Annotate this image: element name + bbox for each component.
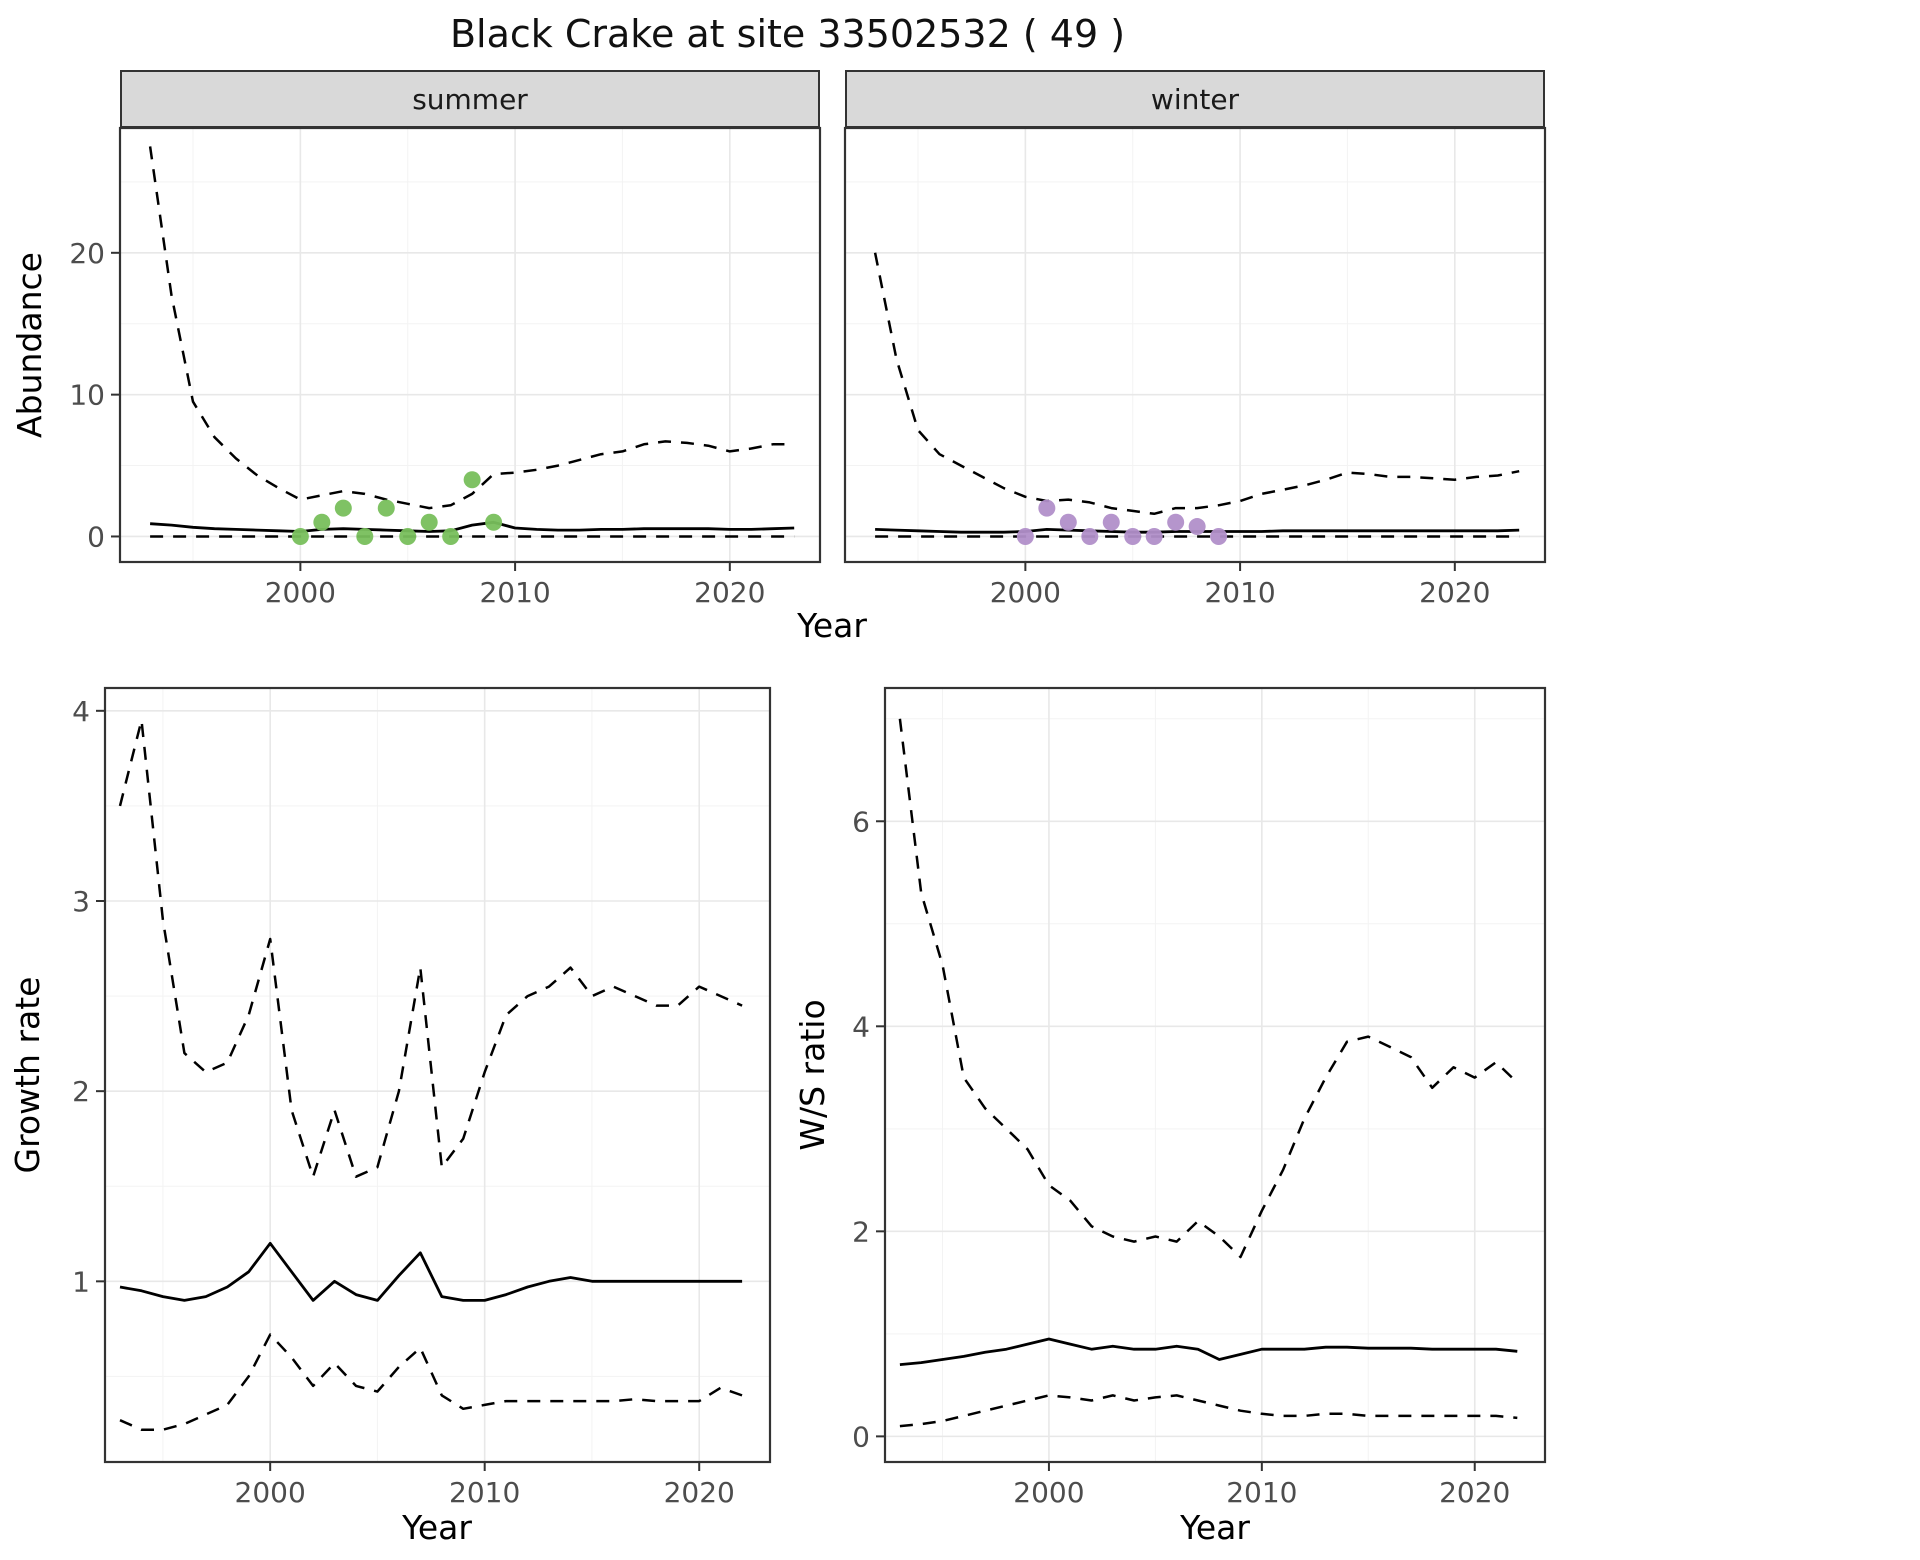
y-axis-label-growth-rate: Growth rate: [8, 976, 47, 1174]
y-axis-label-abundance: Abundance: [10, 252, 49, 438]
x-axis-label-year-growth: Year: [402, 1508, 472, 1547]
chart-title: Black Crake at site 33502532 ( 49 ): [449, 12, 1126, 56]
facet-strip-summer: summer: [120, 70, 820, 128]
svg-text:2020: 2020: [694, 576, 765, 609]
svg-text:2: 2: [72, 1075, 90, 1108]
facet-strip-winter-label: winter: [1150, 82, 1240, 116]
svg-text:2010: 2010: [1204, 576, 1275, 609]
facet-strip-winter: winter: [845, 70, 1545, 128]
svg-text:1: 1: [72, 1265, 90, 1298]
svg-text:2000: 2000: [990, 576, 1061, 609]
svg-text:2: 2: [852, 1215, 870, 1248]
svg-text:6: 6: [852, 805, 870, 838]
svg-text:2000: 2000: [265, 576, 336, 609]
svg-text:2010: 2010: [449, 1476, 520, 1509]
svg-text:20: 20: [69, 237, 105, 270]
svg-text:3: 3: [72, 885, 90, 918]
x-axis-label-year-top: Year: [797, 606, 867, 645]
svg-text:0: 0: [87, 520, 105, 553]
svg-text:4: 4: [72, 695, 90, 728]
svg-text:2020: 2020: [664, 1476, 735, 1509]
facet-strip-summer-label: summer: [412, 82, 528, 116]
x-axis-label-year-ws: Year: [1180, 1508, 1250, 1547]
svg-text:2010: 2010: [1226, 1476, 1297, 1509]
svg-text:4: 4: [852, 1010, 870, 1043]
svg-text:2020: 2020: [1419, 576, 1490, 609]
svg-text:10: 10: [69, 379, 105, 412]
svg-text:2020: 2020: [1439, 1476, 1510, 1509]
svg-text:0: 0: [852, 1420, 870, 1453]
svg-text:2010: 2010: [479, 576, 550, 609]
svg-text:2000: 2000: [235, 1476, 306, 1509]
y-axis-label-ws-ratio: W/S ratio: [793, 999, 832, 1151]
svg-text:2000: 2000: [1013, 1476, 1084, 1509]
